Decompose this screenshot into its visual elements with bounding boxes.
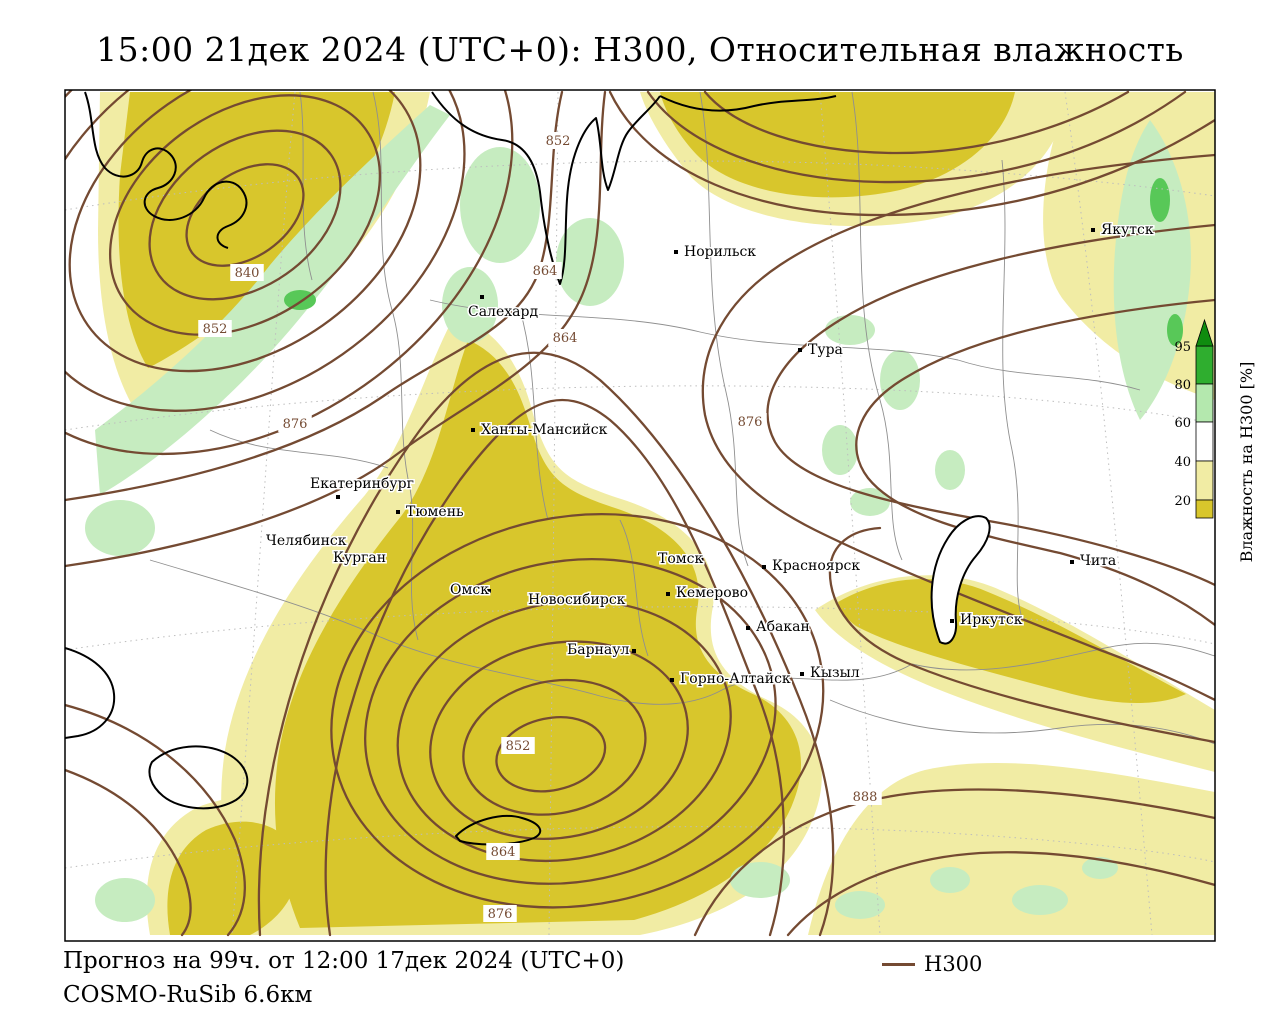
city-label: Якутск bbox=[1101, 222, 1154, 238]
contour-label: 852 bbox=[501, 737, 535, 754]
colorbar-segment bbox=[1196, 461, 1213, 500]
city-dot bbox=[1091, 228, 1095, 232]
city-marker: Кемерово bbox=[666, 585, 748, 601]
forecast-line: Прогноз на 99ч. от 12:00 17дек 2024 (UTC… bbox=[63, 944, 624, 978]
city-marker: Новосибирск bbox=[528, 592, 626, 608]
city-dot bbox=[480, 295, 484, 299]
contour-label-text: 852 bbox=[203, 322, 228, 337]
city-dot bbox=[666, 592, 670, 596]
h300-line-sample bbox=[882, 963, 915, 966]
contour-label-text: 876 bbox=[738, 415, 763, 430]
contour-label-text: 852 bbox=[506, 739, 531, 754]
contour-label-text: 852 bbox=[546, 134, 571, 149]
city-marker: Ханты-Мансийск bbox=[471, 422, 608, 438]
map-body bbox=[0, 0, 1215, 952]
city-dot bbox=[746, 626, 750, 630]
city-label: Томск bbox=[658, 551, 703, 567]
colorbar-tick: 60 bbox=[1174, 416, 1191, 431]
city-label: Норильск bbox=[684, 244, 756, 260]
city-dot bbox=[670, 678, 674, 682]
city-marker: Челябинск bbox=[266, 533, 347, 549]
colorbar-tick: 40 bbox=[1174, 455, 1191, 470]
contour-label: 876 bbox=[483, 905, 517, 922]
line-legend: H300 bbox=[882, 952, 982, 976]
city-label: Ханты-Мансийск bbox=[481, 422, 608, 438]
city-marker: Горно-Алтайск bbox=[670, 671, 791, 687]
contour-label-text: 876 bbox=[283, 417, 308, 432]
city-label: Омск bbox=[450, 582, 489, 598]
city-marker: Томск bbox=[658, 551, 703, 567]
contour-label-text: 864 bbox=[491, 845, 516, 860]
contour-label: 852 bbox=[198, 320, 232, 337]
colorbar-tick: 20 bbox=[1174, 494, 1191, 509]
city-label: Абакан bbox=[756, 619, 810, 635]
city-dot bbox=[762, 565, 766, 569]
city-label: Красноярск bbox=[772, 558, 860, 574]
city-marker: Якутск bbox=[1091, 222, 1154, 238]
contour-label: 888 bbox=[848, 788, 882, 805]
city-dot bbox=[674, 250, 678, 254]
contour-label-text: 876 bbox=[488, 907, 513, 922]
city-label: Горно-Алтайск bbox=[680, 671, 791, 687]
city-dot bbox=[632, 649, 636, 653]
footer: Прогноз на 99ч. от 12:00 17дек 2024 (UTC… bbox=[63, 944, 624, 1012]
contour-label-text: 888 bbox=[853, 790, 878, 805]
city-dot bbox=[1070, 560, 1074, 564]
contour-label: 876 bbox=[278, 415, 312, 432]
city-marker: Красноярск bbox=[762, 558, 860, 574]
city-dot bbox=[950, 619, 954, 623]
city-marker: Абакан bbox=[746, 619, 810, 635]
city-marker: Курган bbox=[333, 550, 386, 566]
contour-label-text: 840 bbox=[235, 266, 260, 281]
city-dot bbox=[800, 672, 804, 676]
h300-line-label: H300 bbox=[924, 952, 982, 976]
city-marker: Барнаул bbox=[567, 642, 636, 658]
city-marker: Иркутск bbox=[950, 612, 1023, 628]
city-marker: Омск bbox=[450, 582, 491, 598]
city-marker: Тюмень bbox=[396, 504, 464, 520]
colorbar-segment bbox=[1196, 346, 1213, 384]
city-label: Курган bbox=[333, 550, 386, 566]
city-label: Кемерово bbox=[676, 585, 748, 601]
contour-label: 876 bbox=[733, 413, 767, 430]
contour-label: 864 bbox=[528, 262, 562, 279]
city-marker: Норильск bbox=[674, 244, 756, 260]
colorbar-segment bbox=[1196, 384, 1213, 422]
city-label: Чита bbox=[1080, 553, 1116, 569]
colorbar-segment bbox=[1196, 422, 1213, 461]
city-label: Иркутск bbox=[960, 612, 1023, 628]
contour-label: 852 bbox=[541, 132, 575, 149]
city-label: Новосибирск bbox=[528, 592, 626, 608]
city-label: Челябинск bbox=[266, 533, 347, 549]
contour-label: 864 bbox=[486, 843, 520, 860]
colorbar-title: Влажность на H300 [%] bbox=[1237, 362, 1256, 563]
contour-label-text: 864 bbox=[533, 264, 558, 279]
city-dot bbox=[798, 348, 802, 352]
city-label: Кызыл bbox=[810, 665, 860, 681]
contour-label: 840 bbox=[230, 264, 264, 281]
city-label: Екатеринбург bbox=[310, 476, 414, 492]
colorbar-tick: 95 bbox=[1174, 340, 1191, 355]
city-label: Тура bbox=[808, 342, 843, 358]
model-line: COSMO-RuSib 6.6км bbox=[63, 978, 624, 1012]
colorbar-tick: 80 bbox=[1174, 378, 1191, 393]
city-label: Барнаул bbox=[567, 642, 630, 658]
contour-label-text: 864 bbox=[553, 331, 578, 346]
contour-label: 864 bbox=[548, 329, 582, 346]
colorbar-segment bbox=[1196, 500, 1213, 518]
city-label: Салехард bbox=[468, 304, 538, 320]
city-dot bbox=[336, 495, 340, 499]
weather-map: 95 80 60 40 20 Влажность на H300 [%] Норильс… bbox=[0, 0, 1280, 1024]
city-dot bbox=[396, 510, 400, 514]
city-label: Тюмень bbox=[406, 504, 464, 520]
city-dot bbox=[471, 428, 475, 432]
